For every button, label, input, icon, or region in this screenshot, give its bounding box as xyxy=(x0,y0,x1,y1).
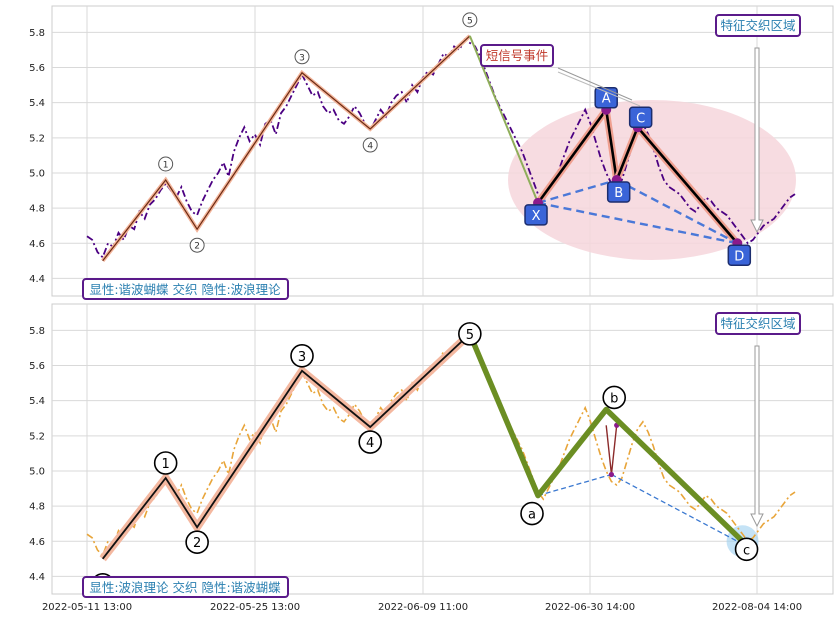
y-tick-label: 5.8 xyxy=(29,28,45,39)
legend-box xyxy=(82,278,289,300)
price-line xyxy=(86,38,796,259)
bottom-panel: 4.44.64.85.05.25.45.65.8012345abc特征交织区域显… xyxy=(29,303,834,598)
harmonic-diagonal xyxy=(537,201,738,245)
wave-label-3: 3 xyxy=(298,350,306,365)
wave-label-4: 4 xyxy=(366,436,374,451)
harmonic-label-box xyxy=(628,106,653,129)
wave-label-3: 3 xyxy=(299,53,305,63)
harmonic-leg xyxy=(604,109,618,181)
wave-label-5: 5 xyxy=(466,328,474,343)
y-tick-label: 4.4 xyxy=(29,572,45,583)
wave-label-circle xyxy=(185,530,209,555)
y-tick-label: 5.6 xyxy=(29,361,45,372)
harmonic-label-A: A xyxy=(602,92,611,107)
zone-label-text: 特征交织区域 xyxy=(720,316,795,331)
harmonic-label-box xyxy=(524,204,548,226)
wave-label-1: 1 xyxy=(163,161,169,171)
correction-label-circle xyxy=(602,385,627,410)
y-tick-label: 5.0 xyxy=(29,168,45,179)
correction-label-b: b xyxy=(610,391,618,406)
harmonic-label-box xyxy=(727,244,752,267)
y-tick-label: 5.4 xyxy=(29,98,45,109)
y-tick-label: 5.2 xyxy=(29,133,45,144)
harmonic-label-D: D xyxy=(734,249,744,264)
wave-line xyxy=(102,35,471,262)
harmonic-leg xyxy=(615,126,639,181)
event-label-text: 短信号事件 xyxy=(486,48,549,63)
legend-text: 显性:谐波蝴蝶 交织 隐性:波浪理论 xyxy=(89,282,281,297)
harmonic-leg xyxy=(605,425,613,475)
y-tick-label: 4.6 xyxy=(29,239,45,250)
wave-label-2: 2 xyxy=(193,536,201,551)
x-tick-label: 2022-06-09 11:00 xyxy=(378,602,468,613)
wave-line xyxy=(101,333,471,560)
y-tick-label: 5.4 xyxy=(29,396,45,407)
legend-box xyxy=(82,576,289,598)
wave-label-4: 4 xyxy=(367,142,373,152)
y-tick-label: 5.0 xyxy=(29,466,45,477)
wave-label-circle xyxy=(458,322,482,346)
event-arrow xyxy=(557,67,633,101)
y-tick-label: 4.8 xyxy=(29,204,45,215)
wave-label-circle xyxy=(358,430,383,454)
harmonic-label-C: C xyxy=(636,111,645,126)
zone-arrow xyxy=(750,345,764,528)
top-panel: 4.44.64.85.05.25.45.65.8012345XABCD短信号事件… xyxy=(29,5,834,300)
event-arrow-shadow xyxy=(557,71,641,107)
wave-label-circle xyxy=(290,343,314,368)
wave-label-circle xyxy=(294,49,310,65)
harmonic-label-box xyxy=(594,86,618,109)
correction-label-c: c xyxy=(743,543,750,558)
harmonic-label-X: X xyxy=(532,209,541,224)
price-line xyxy=(86,336,796,557)
harmonic-diagonal xyxy=(537,178,618,205)
correction-label-circle xyxy=(734,537,759,562)
y-tick-label: 5.6 xyxy=(29,63,45,74)
harmonic-diagonal xyxy=(616,178,738,245)
y-tick-label: 4.6 xyxy=(29,537,45,548)
wave-label-circle xyxy=(362,137,378,153)
plot-area xyxy=(51,303,834,595)
wave-label-1: 1 xyxy=(162,457,170,472)
harmonic-leg xyxy=(636,126,739,245)
legend-text: 显性:波浪理论 交织 隐性:谐波蝴蝶 xyxy=(89,580,281,595)
zone-arrow xyxy=(750,47,764,234)
x-tick-label: 2022-05-25 13:00 xyxy=(210,602,300,613)
zone-label-box xyxy=(715,312,801,335)
event-label-box xyxy=(480,44,554,67)
x-tick-label: 2022-08-04 14:00 xyxy=(712,602,802,613)
y-tick-label: 4.8 xyxy=(29,502,45,513)
wave-label-2: 2 xyxy=(194,242,200,252)
zone-label-text: 特征交织区域 xyxy=(720,18,795,33)
harmonic-point xyxy=(608,471,615,478)
harmonic-label-box xyxy=(606,181,631,203)
wave-label-circle xyxy=(158,156,174,172)
wave-label-circle xyxy=(189,237,205,253)
x-tick-label: 2022-05-11 13:00 xyxy=(42,602,132,613)
harmonic-label-B: B xyxy=(614,186,623,201)
wave-label-circle xyxy=(153,451,178,475)
wave-label-5: 5 xyxy=(467,16,473,26)
y-tick-label: 5.2 xyxy=(29,431,45,442)
correction-label-circle xyxy=(520,501,544,526)
correction-label-a: a xyxy=(528,508,536,523)
correction-line xyxy=(467,332,745,544)
y-tick-label: 5.8 xyxy=(29,326,45,337)
y-tick-label: 4.4 xyxy=(29,274,45,285)
wave-label-circle xyxy=(462,12,478,28)
x-tick-label: 2022-06-30 14:00 xyxy=(545,602,635,613)
harmonic-leg xyxy=(536,108,608,204)
zone-label-box xyxy=(715,14,801,37)
harmonic-leg xyxy=(610,425,618,475)
x-axis: 2022-05-11 13:00 2022-05-25 13:00 2022-06-… xyxy=(42,602,802,613)
harmonic-diagonal xyxy=(537,473,612,497)
